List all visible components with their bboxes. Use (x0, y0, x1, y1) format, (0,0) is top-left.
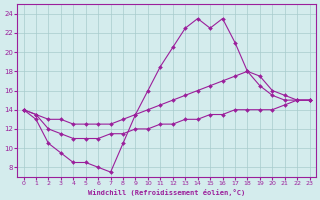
X-axis label: Windchill (Refroidissement éolien,°C): Windchill (Refroidissement éolien,°C) (88, 189, 245, 196)
